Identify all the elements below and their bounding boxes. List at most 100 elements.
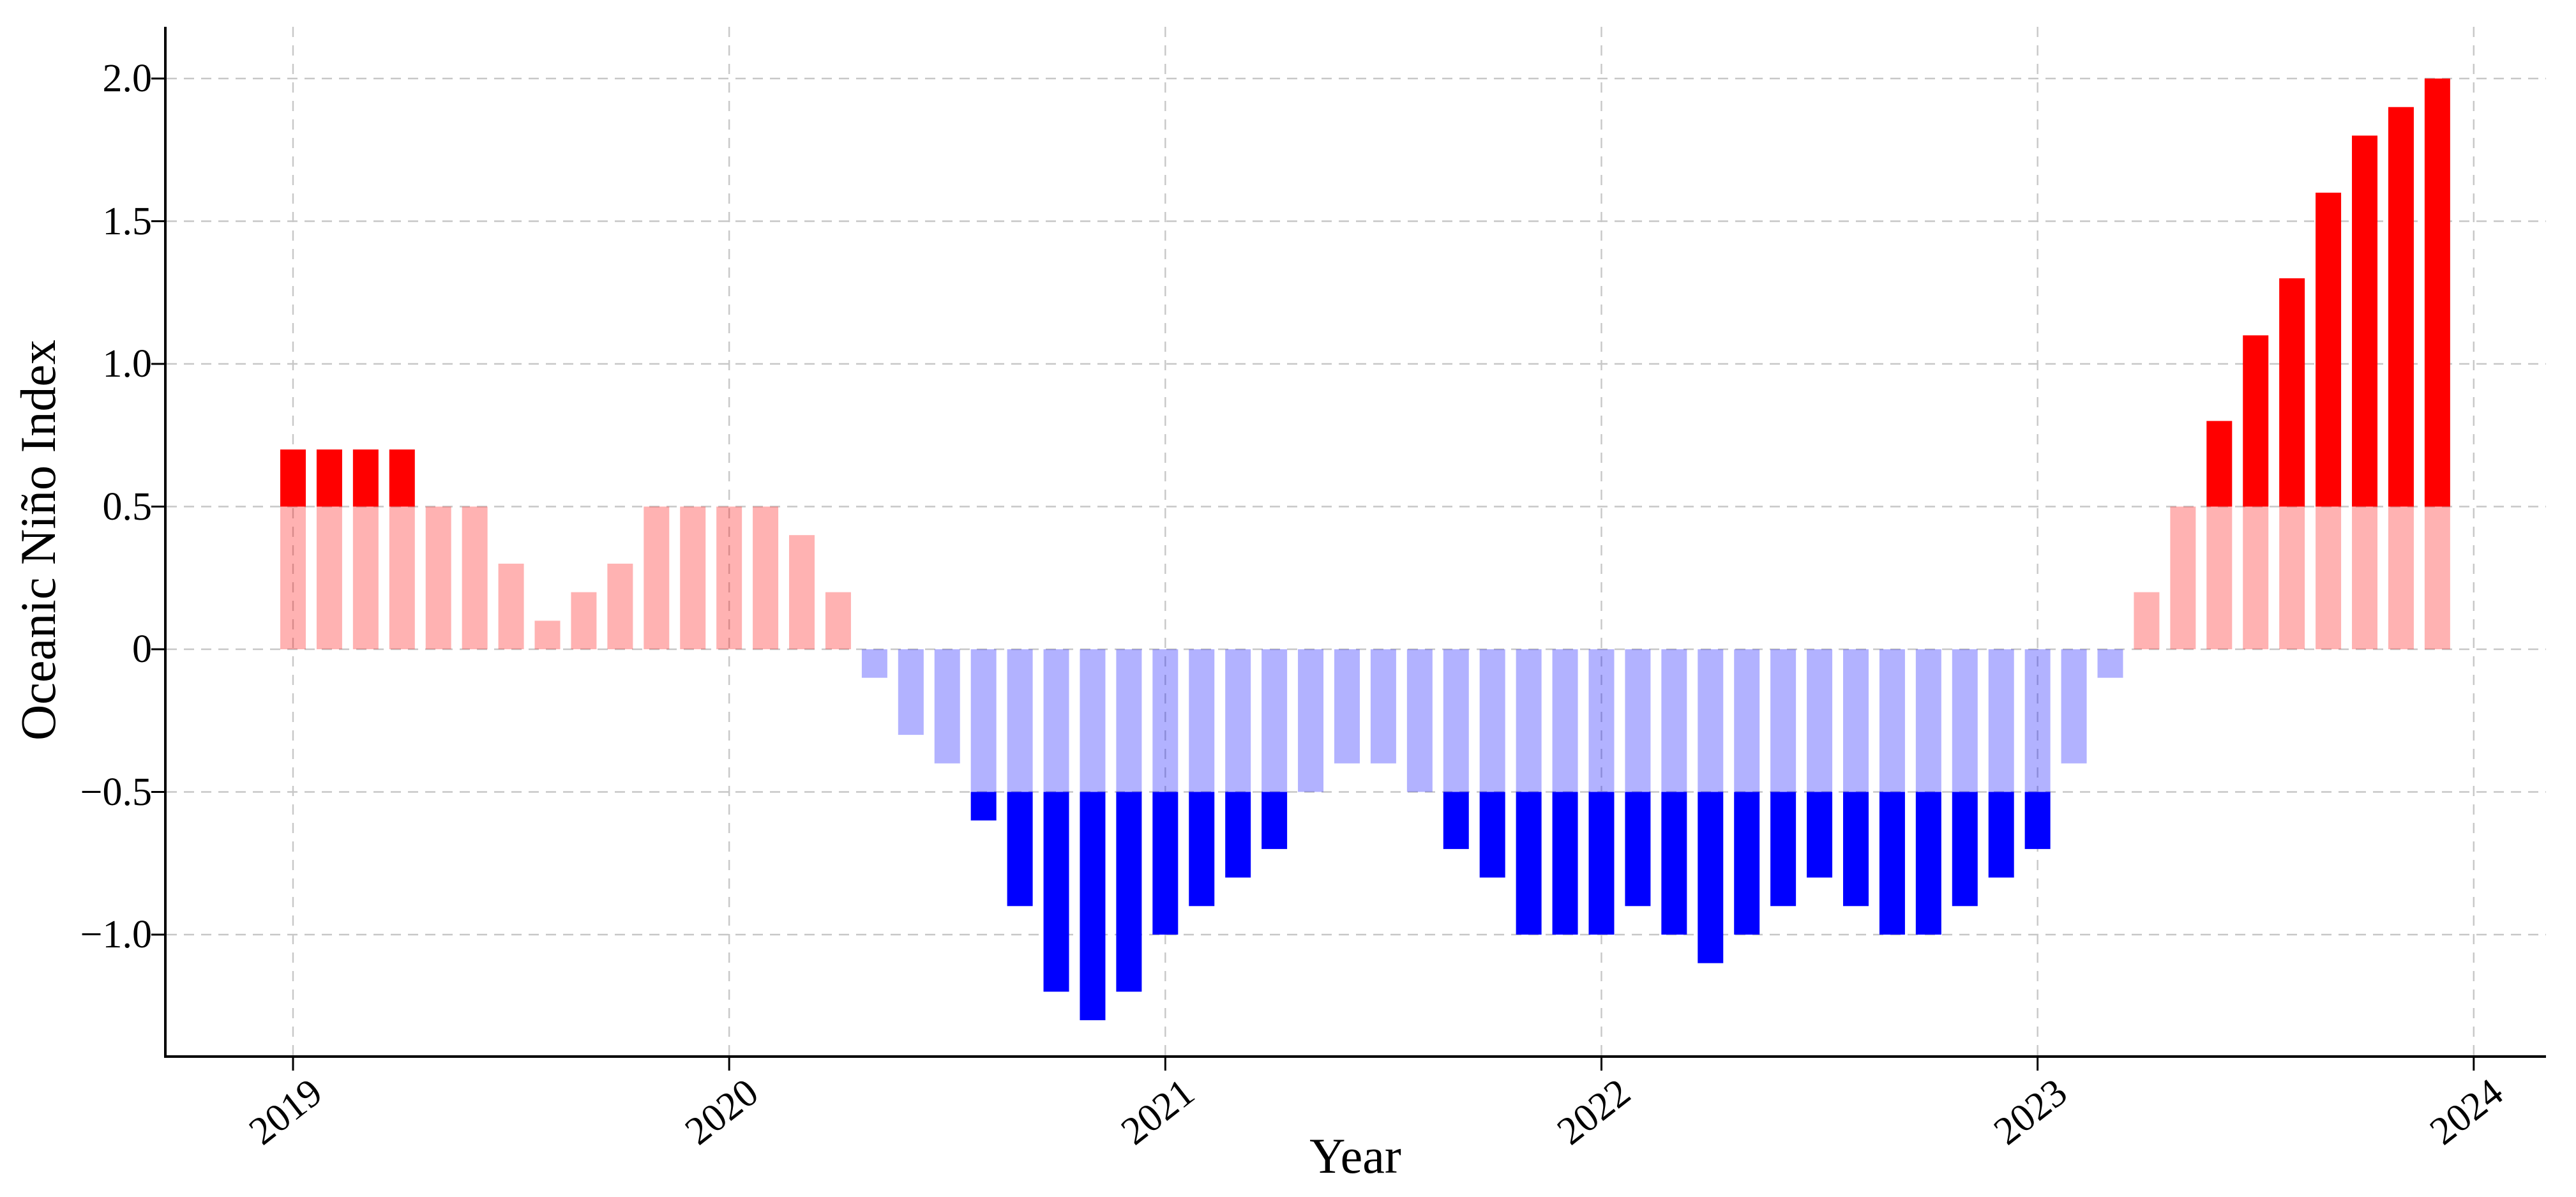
bar-weak-2020-03 bbox=[789, 535, 815, 649]
bar-strong-2023-06 bbox=[2206, 421, 2233, 507]
bottom-spine bbox=[164, 1055, 2546, 1058]
bar-weak-2019-08 bbox=[534, 621, 561, 649]
bar-strong-2019-01 bbox=[280, 449, 306, 507]
bar-weak-2020-06 bbox=[898, 649, 924, 735]
bar-weak-2023-03 bbox=[2097, 649, 2123, 678]
bar-strong-2021-04 bbox=[1262, 792, 1288, 849]
bar-weak-2021-01 bbox=[1152, 649, 1179, 792]
bar-weak-2020-11 bbox=[1080, 649, 1106, 792]
bar-weak-2022-06 bbox=[1770, 649, 1796, 792]
bar-strong-2023-07 bbox=[2243, 335, 2269, 507]
bar-strong-2022-03 bbox=[1661, 792, 1687, 935]
bar-weak-2023-07 bbox=[2243, 506, 2269, 649]
bar-weak-2022-02 bbox=[1625, 649, 1651, 792]
bar-weak-2019-05 bbox=[425, 506, 451, 649]
bar-weak-2019-04 bbox=[389, 506, 415, 649]
bar-weak-2022-05 bbox=[1734, 649, 1760, 792]
bar-weak-2019-02 bbox=[316, 506, 342, 649]
bar-weak-2023-08 bbox=[2279, 506, 2305, 649]
bar-strong-2021-01 bbox=[1152, 792, 1179, 935]
bar-strong-2022-08 bbox=[1842, 792, 1869, 907]
bar-weak-2019-01 bbox=[280, 506, 306, 649]
bar-strong-2023-01 bbox=[2024, 792, 2051, 849]
bar-weak-2020-02 bbox=[753, 506, 779, 649]
bar-strong-2022-05 bbox=[1734, 792, 1760, 935]
bar-weak-2021-03 bbox=[1225, 649, 1251, 792]
y-axis-title: Oceanic Niño Index bbox=[10, 339, 66, 741]
bar-weak-2022-10 bbox=[1915, 649, 1941, 792]
y-tick-label-1.0: 1.0 bbox=[102, 342, 153, 386]
bar-weak-2022-12 bbox=[1988, 649, 2014, 792]
bar-weak-2023-06 bbox=[2206, 506, 2233, 649]
bar-strong-2019-03 bbox=[352, 449, 379, 507]
y-tick-label-1.5: 1.5 bbox=[102, 199, 153, 243]
bar-weak-2020-09 bbox=[1007, 649, 1033, 792]
axis-spines-layer bbox=[164, 27, 2546, 1058]
bar-strong-2021-03 bbox=[1225, 792, 1251, 878]
bars-layer bbox=[280, 79, 2450, 1021]
bar-strong-2022-07 bbox=[1807, 792, 1833, 878]
bar-strong-2021-11 bbox=[1516, 792, 1542, 935]
bar-strong-2022-10 bbox=[1915, 792, 1941, 935]
bar-strong-2023-10 bbox=[2352, 135, 2378, 507]
bar-weak-2019-10 bbox=[607, 563, 633, 649]
bar-strong-2022-01 bbox=[1588, 792, 1615, 935]
y-tick-label-0.5: 0.5 bbox=[102, 485, 153, 529]
x-axis-title: Year bbox=[1309, 1128, 1401, 1184]
bar-weak-2021-02 bbox=[1189, 649, 1215, 792]
bar-strong-2022-11 bbox=[1952, 792, 1978, 907]
bar-weak-2021-09 bbox=[1443, 649, 1469, 792]
bar-weak-2023-11 bbox=[2388, 506, 2414, 649]
bar-weak-2020-07 bbox=[934, 649, 960, 764]
bar-strong-2019-02 bbox=[316, 449, 342, 507]
bar-weak-2019-03 bbox=[352, 506, 379, 649]
bar-weak-2022-04 bbox=[1698, 649, 1724, 792]
bar-weak-2020-05 bbox=[861, 649, 887, 678]
bar-weak-2020-01 bbox=[716, 506, 742, 649]
bar-weak-2023-09 bbox=[2316, 506, 2342, 649]
bar-strong-2022-02 bbox=[1625, 792, 1651, 907]
bar-strong-2023-12 bbox=[2424, 79, 2450, 507]
y-tick-label-0: 0 bbox=[132, 628, 152, 671]
bar-weak-2020-12 bbox=[1116, 649, 1142, 792]
bar-weak-2020-10 bbox=[1043, 649, 1069, 792]
bar-weak-2019-06 bbox=[462, 506, 488, 649]
bar-weak-2021-07 bbox=[1370, 649, 1396, 764]
y-tick-label-−1.0: −1.0 bbox=[80, 913, 152, 956]
bar-weak-2022-08 bbox=[1842, 649, 1869, 792]
bar-strong-2021-12 bbox=[1552, 792, 1578, 935]
bar-weak-2020-08 bbox=[970, 649, 997, 792]
bar-weak-2019-11 bbox=[644, 506, 670, 649]
bar-strong-2020-08 bbox=[970, 792, 997, 821]
bar-weak-2019-12 bbox=[680, 506, 706, 649]
bar-strong-2022-06 bbox=[1770, 792, 1796, 907]
bar-weak-2021-08 bbox=[1406, 649, 1433, 792]
bar-strong-2021-09 bbox=[1443, 792, 1469, 849]
bar-weak-2019-07 bbox=[498, 563, 524, 649]
bar-weak-2021-11 bbox=[1516, 649, 1542, 792]
bar-strong-2020-09 bbox=[1007, 792, 1033, 907]
bar-strong-2023-11 bbox=[2388, 107, 2414, 507]
bar-weak-2020-04 bbox=[825, 592, 851, 649]
bar-strong-2020-10 bbox=[1043, 792, 1069, 992]
bar-strong-2022-12 bbox=[1988, 792, 2014, 878]
bar-strong-2023-09 bbox=[2316, 192, 2342, 507]
left-spine bbox=[164, 27, 167, 1058]
bar-strong-2019-04 bbox=[389, 449, 415, 507]
bar-weak-2023-02 bbox=[2061, 649, 2087, 764]
bar-weak-2022-07 bbox=[1807, 649, 1833, 792]
bar-weak-2022-11 bbox=[1952, 649, 1978, 792]
bar-weak-2019-09 bbox=[571, 592, 597, 649]
y-tick-label-−0.5: −0.5 bbox=[80, 770, 152, 814]
bar-weak-2021-06 bbox=[1334, 649, 1360, 764]
bar-weak-2021-10 bbox=[1479, 649, 1505, 792]
bar-weak-2021-05 bbox=[1298, 649, 1324, 792]
y-tick-label-2.0: 2.0 bbox=[102, 57, 153, 100]
bar-strong-2020-12 bbox=[1116, 792, 1142, 992]
bar-weak-2023-05 bbox=[2170, 506, 2196, 649]
bar-weak-2023-10 bbox=[2352, 506, 2378, 649]
bar-weak-2023-01 bbox=[2024, 649, 2051, 792]
bar-weak-2021-12 bbox=[1552, 649, 1578, 792]
